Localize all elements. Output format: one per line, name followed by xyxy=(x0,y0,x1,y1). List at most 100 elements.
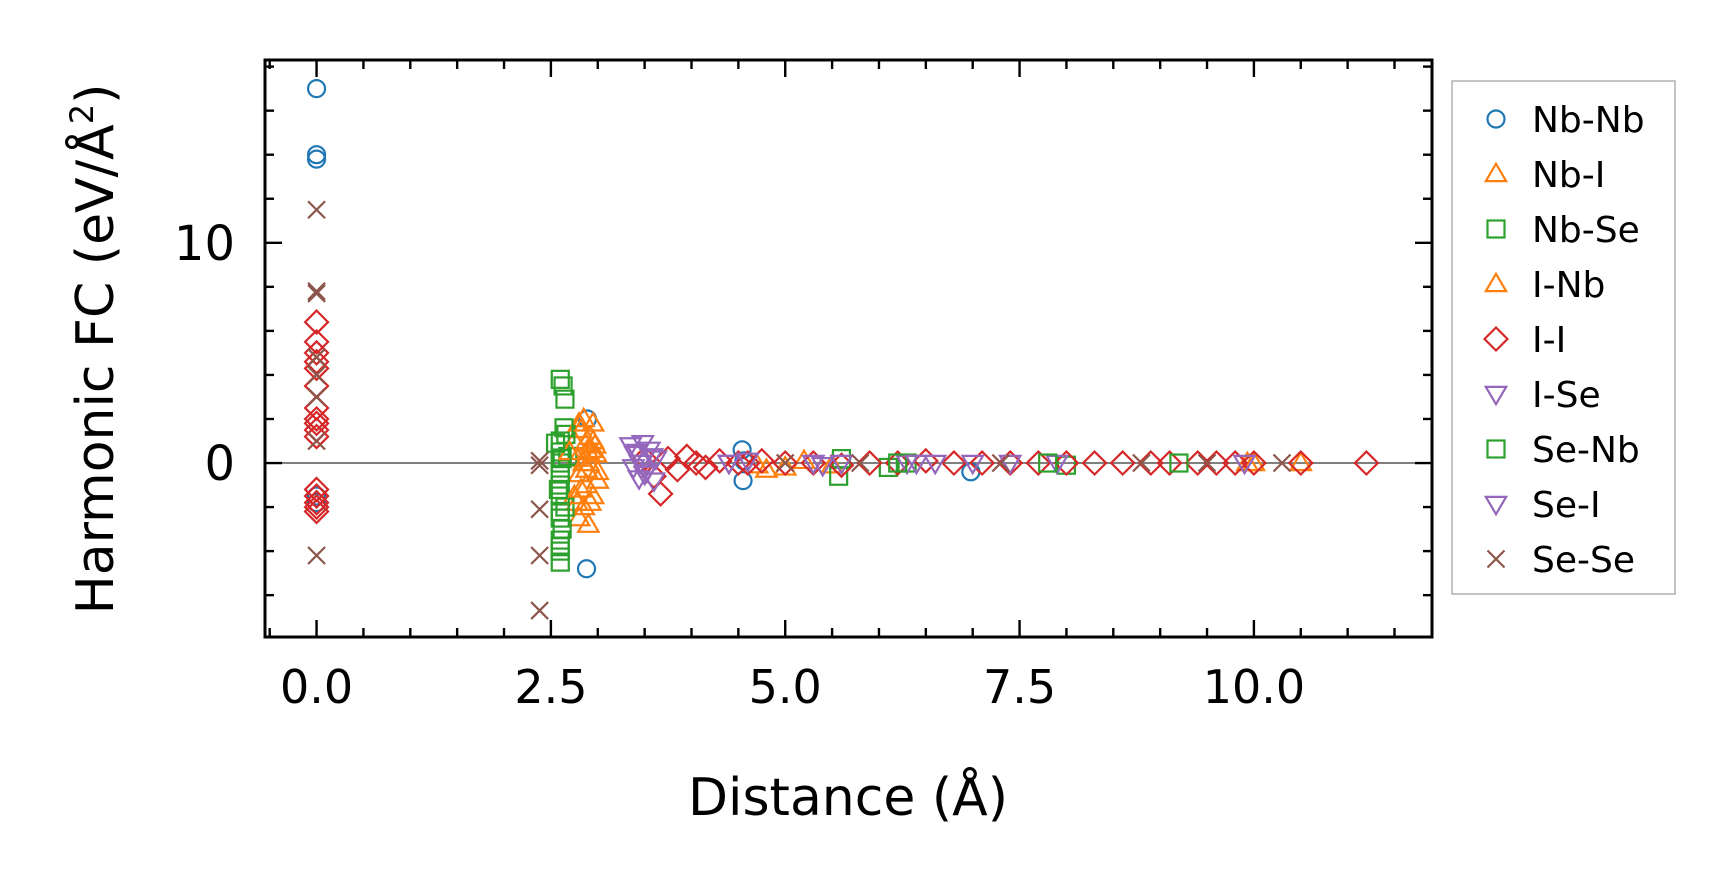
data-point xyxy=(571,406,596,428)
data-point xyxy=(550,501,570,522)
legend-marker xyxy=(1483,495,1509,517)
legend-marker xyxy=(1486,439,1506,459)
series-i-i xyxy=(303,309,1380,525)
data-point xyxy=(643,450,668,471)
data-point xyxy=(1169,453,1189,473)
data-point xyxy=(566,411,592,432)
data-point xyxy=(573,430,598,452)
data-point xyxy=(912,447,939,474)
data-point xyxy=(960,454,985,476)
data-point xyxy=(829,454,854,476)
axis-ticks xyxy=(265,60,1432,637)
data-point xyxy=(1232,454,1257,476)
data-point xyxy=(574,472,599,494)
data-point xyxy=(306,149,327,169)
y-tick-label: 0 xyxy=(204,436,235,492)
data-point xyxy=(303,328,330,355)
data-point xyxy=(735,452,760,474)
data-point xyxy=(307,387,326,407)
data-point xyxy=(303,494,330,521)
legend-marker xyxy=(1482,325,1510,353)
data-point xyxy=(578,490,603,511)
y-axis-label-close: ) xyxy=(66,84,126,104)
data-point xyxy=(1353,449,1380,477)
data-point xyxy=(576,512,601,533)
data-point xyxy=(307,281,326,301)
data-point xyxy=(1203,449,1230,477)
data-point xyxy=(1240,449,1267,477)
data-marks xyxy=(265,79,1432,620)
data-point xyxy=(1081,449,1108,477)
data-point xyxy=(303,423,330,450)
data-point xyxy=(568,477,594,498)
data-point xyxy=(307,348,326,367)
data-point xyxy=(1132,453,1151,473)
data-point xyxy=(303,410,330,437)
data-point xyxy=(692,454,719,481)
x-axis-label: Distance (Å) xyxy=(688,766,1008,828)
data-point xyxy=(530,546,549,565)
series-nb-nb xyxy=(306,79,981,579)
legend-marker xyxy=(1486,109,1506,129)
data-point xyxy=(754,457,779,478)
data-point xyxy=(801,454,826,476)
legend-box xyxy=(1451,80,1676,595)
data-point xyxy=(775,453,795,473)
data-point xyxy=(530,455,549,475)
legend-label: Nb-Nb xyxy=(1532,100,1645,141)
data-point xyxy=(303,498,330,525)
plot-frame xyxy=(263,58,1434,639)
tick-labels: 0.0 2.5 5.0 7.5 10.0 0 10 xyxy=(174,216,1305,714)
data-point xyxy=(550,369,570,389)
data-point xyxy=(810,456,835,478)
data-point xyxy=(568,417,594,439)
data-point xyxy=(640,448,665,469)
data-point xyxy=(530,601,549,620)
y-axis-label: Harmonic FC (eV/Å2) xyxy=(63,84,126,615)
data-point xyxy=(550,541,570,561)
legend-marker xyxy=(1486,219,1506,239)
legend-item-se-i: Se-I xyxy=(1483,485,1601,526)
y-axis-label-main: Harmonic FC (eV/Å xyxy=(64,124,126,615)
data-point xyxy=(306,486,327,506)
data-point xyxy=(706,447,733,474)
data-point xyxy=(733,471,753,491)
data-point xyxy=(1288,450,1313,472)
legend-item-se-se: Se-Se xyxy=(1486,540,1635,581)
legend-label: I-Se xyxy=(1532,375,1601,416)
data-point xyxy=(1038,453,1058,473)
data-point xyxy=(904,454,929,476)
legend-marker xyxy=(1483,385,1509,407)
data-point xyxy=(303,483,330,510)
data-point xyxy=(940,449,967,477)
legend-label: I-I xyxy=(1532,320,1566,361)
data-point xyxy=(303,405,330,433)
data-point xyxy=(571,494,596,516)
data-point xyxy=(856,449,883,477)
data-point xyxy=(303,309,330,336)
data-point xyxy=(562,483,587,505)
legend-marker xyxy=(1486,549,1506,569)
data-point xyxy=(307,284,326,303)
data-point xyxy=(923,454,948,476)
data-point xyxy=(1025,449,1052,477)
data-point xyxy=(1197,453,1217,473)
data-point xyxy=(1222,449,1249,477)
data-point xyxy=(725,449,752,477)
legend-item-nb-se: Nb-Se xyxy=(1486,210,1640,251)
data-point xyxy=(307,431,326,451)
data-point xyxy=(1156,449,1183,477)
data-point xyxy=(850,453,870,473)
data-point xyxy=(303,489,330,516)
data-point xyxy=(819,452,845,474)
data-point xyxy=(550,475,570,495)
legend-label: Se-I xyxy=(1532,485,1601,526)
data-point xyxy=(991,453,1011,473)
legend-item-i-se: I-Se xyxy=(1483,375,1601,416)
data-point xyxy=(550,552,570,572)
legend-label: Se-Nb xyxy=(1532,430,1640,471)
data-point xyxy=(1109,449,1136,477)
data-point xyxy=(552,449,572,469)
data-point xyxy=(306,79,327,99)
